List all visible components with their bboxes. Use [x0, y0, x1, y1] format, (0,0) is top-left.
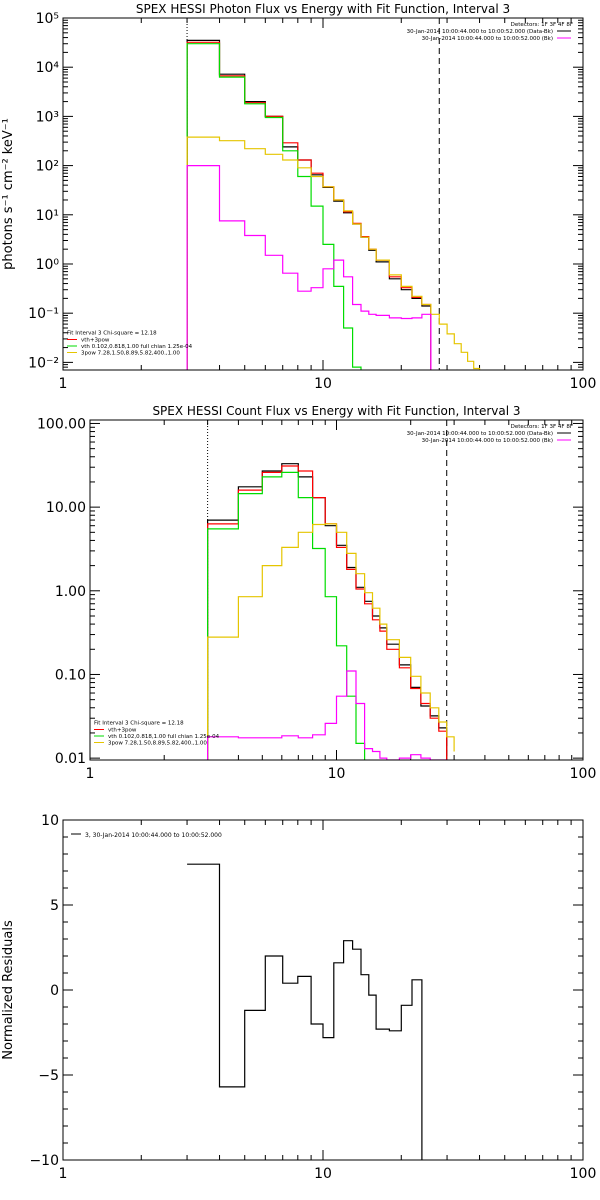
y-tick-label: 10⁵	[36, 11, 59, 27]
chart-panel-2: SPEX HESSI Count Flux vs Energy with Fit…	[37, 404, 597, 782]
legend-label: 3pow 7.28,1.50,8.89,5.82,400.,1.00	[81, 351, 180, 357]
legend-label: 3, 30-Jan-2014 10:00:44.000 to 10:00:52.…	[85, 832, 222, 839]
legend-label: 30-Jan-2014 10:00:44.000 to 10:00:52.000…	[422, 36, 553, 42]
legend-label: vth+3pow	[108, 728, 137, 734]
legend-header: Fit Interval 3 Chi-square = 12.18	[94, 721, 184, 727]
y-tick-label: 100.00	[37, 416, 86, 432]
y-tick-label: 0	[50, 983, 59, 999]
x-tick-label: 10	[314, 1166, 332, 1182]
y-tick-label: 10⁻¹	[28, 306, 59, 322]
y-tick-label: −5	[38, 1068, 59, 1084]
y-tick-label: 0.10	[55, 667, 86, 683]
chart-panel-3: Normalized Residuals 1 10 100 −10 −5 0 5 10 3, 30…	[1, 813, 597, 1182]
legend-label: 3pow 7.28,1.50,8.89,5.82,400.,1.00	[108, 741, 207, 747]
series-line-4	[207, 523, 455, 760]
series-line-2	[186, 41, 432, 370]
series-line-5	[186, 165, 432, 370]
y-tick-label: 10²	[36, 159, 59, 175]
legend-label: vth 0.102,0.818,1.00 full chian 1.25e-04	[108, 734, 220, 740]
chart-title: SPEX HESSI Count Flux vs Energy with Fit…	[152, 404, 520, 418]
legend-label: 30-Jan-2014 10:00:44.000 to 10:00:52.000…	[407, 431, 553, 437]
y-tick-label: 10¹	[36, 208, 59, 224]
y-tick-label: 5	[50, 898, 59, 914]
chart-panel-1: SPEX HESSI Photon Flux vs Energy with Fi…	[1, 2, 597, 392]
legend-header: Fit Interval 3 Chi-square = 12.18	[67, 331, 157, 337]
chart-title: SPEX HESSI Photon Flux vs Energy with Fi…	[136, 2, 510, 16]
series-line-2	[207, 465, 448, 760]
plot-frame	[89, 419, 584, 761]
y-tick-label: 1.00	[55, 584, 86, 600]
series-line-1	[207, 463, 448, 760]
series-line-5	[207, 670, 448, 760]
x-tick-label: 1	[86, 766, 95, 782]
series-line-1	[187, 863, 423, 1160]
plot-frame	[62, 819, 584, 1161]
y-tick-label: 10.00	[46, 500, 86, 516]
plot-frame	[62, 17, 584, 371]
x-tick-label: 100	[570, 376, 597, 392]
series-line-3	[186, 43, 362, 370]
series-line-4	[186, 136, 481, 370]
y-tick-label: 10⁻²	[28, 355, 59, 371]
y-tick-label: 0.01	[55, 751, 86, 767]
y-tick-label: −10	[29, 1153, 59, 1169]
y-tick-label: 10³	[36, 109, 59, 125]
y-tick-label: 10⁰	[36, 257, 60, 273]
y-tick-label: 10	[41, 813, 59, 829]
legend-label: 30-Jan-2014 10:00:44.000 to 10:00:52.000…	[407, 29, 553, 35]
legend-header: Detectors: 1F 3F 4F 8F	[511, 424, 573, 430]
series-line-3	[207, 471, 366, 760]
y-axis-label: Normalized Residuals	[1, 920, 16, 1060]
x-tick-label: 1	[59, 1166, 68, 1182]
x-tick-label: 100	[570, 766, 597, 782]
x-tick-label: 100	[570, 1166, 597, 1182]
legend-label: 30-Jan-2014 10:00:44.000 to 10:00:52.000…	[422, 438, 553, 444]
x-tick-label: 10	[328, 766, 346, 782]
y-tick-label: 10⁴	[36, 60, 60, 76]
y-axis-label: photons s⁻¹ cm⁻² keV⁻¹	[1, 118, 16, 270]
x-tick-label: 1	[59, 376, 68, 392]
legend-label: vth+3pow	[81, 338, 110, 344]
legend-header: Detectors: 1F 3F 4F 8F	[511, 22, 573, 28]
x-tick-label: 10	[314, 376, 332, 392]
series-line-1	[186, 39, 432, 370]
legend-label: vth 0.102,0.818,1.00 full chian 1.25e-04	[81, 344, 193, 350]
